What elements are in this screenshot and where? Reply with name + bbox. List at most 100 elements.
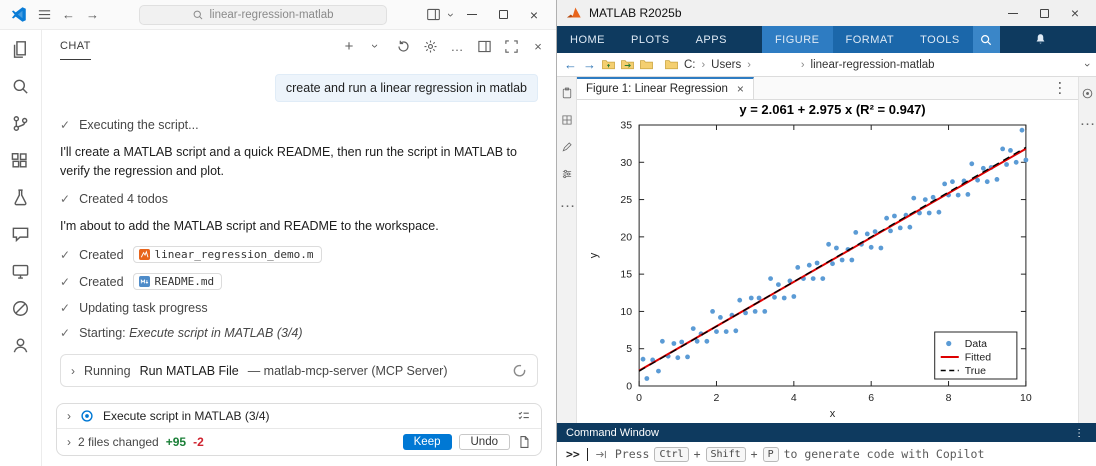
todo-label: Execute script in MATLAB (3/4) (103, 409, 270, 423)
testing-icon[interactable] (10, 186, 32, 208)
explorer-icon[interactable] (10, 38, 32, 60)
keep-button[interactable]: Keep (402, 434, 452, 450)
folder-up-icon[interactable] (621, 59, 634, 70)
chevron-right-icon[interactable]: › (67, 435, 71, 449)
tab-home[interactable]: HOME (570, 33, 605, 46)
tool-call-server: — matlab-mcp-server (MCP Server) (247, 363, 448, 378)
notifications-bell-icon[interactable] (1026, 26, 1056, 53)
tab-plots[interactable]: PLOTS (631, 33, 670, 46)
tab-format[interactable]: FORMAT (845, 33, 895, 46)
search-sidebar-icon[interactable] (10, 75, 32, 97)
close-button[interactable]: × (1070, 5, 1080, 21)
copilot-chat-icon[interactable] (10, 223, 32, 245)
remote-explorer-icon[interactable] (10, 260, 32, 282)
svg-text:15: 15 (620, 269, 632, 281)
mcp-tool-call[interactable]: › Running Run MATLAB File — matlab-mcp-s… (60, 354, 538, 388)
extensions-icon[interactable] (10, 149, 32, 171)
check-icon: ✓ (60, 326, 71, 341)
svg-text:y = 2.061 + 2.975 x (R² = 0: y = 2.061 + 2.975 x (R² = 0.947) (739, 102, 925, 117)
markdown-file-icon (138, 276, 150, 288)
plot-edit-icon[interactable] (560, 140, 574, 154)
progress-step: ✓ Updating task progress (60, 301, 538, 315)
path-dropdown-icon[interactable]: › (1081, 62, 1094, 67)
blocked-extensions-icon[interactable] (10, 297, 32, 319)
folder-back-button[interactable]: ← (564, 57, 577, 72)
view-changes-icon[interactable] (517, 435, 531, 449)
breadcrumb-segment[interactable]: C: (684, 58, 696, 71)
tab-figure-1[interactable]: Figure 1: Linear Regression × (577, 77, 754, 99)
browse-folder-icon[interactable] (640, 59, 653, 70)
toolstrip-search-icon[interactable] (972, 26, 1000, 53)
new-folder-icon[interactable] (602, 59, 615, 70)
back-button[interactable]: ← (62, 7, 75, 22)
progress-step: ✓ Starting: Execute script in MATLAB (3/… (60, 326, 538, 340)
spinner-icon (512, 363, 527, 378)
tool-call-name: Run MATLAB File (139, 363, 239, 378)
layout-grid-icon[interactable] (560, 113, 574, 127)
layout-toggle-icon[interactable] (424, 6, 442, 24)
svg-text:Data: Data (965, 338, 987, 350)
command-line[interactable]: >> Press Ctrl + Shift + P to generate co… (557, 442, 1096, 466)
figure-more-icon[interactable]: … (1055, 80, 1072, 96)
svg-text:True: True (965, 365, 986, 377)
split-editor-icon[interactable] (476, 38, 492, 54)
gear-icon[interactable] (422, 38, 438, 54)
command-window-menu-icon[interactable]: … (1075, 427, 1088, 438)
undo-button[interactable]: Undo (458, 434, 510, 450)
svg-text:25: 25 (620, 194, 632, 206)
source-control-icon[interactable] (10, 112, 32, 134)
search-icon (192, 9, 204, 21)
matlab-window-title: MATLAB R2025b (589, 6, 682, 20)
menu-icon[interactable] (35, 6, 53, 24)
close-button[interactable]: × (529, 6, 539, 23)
svg-text:10: 10 (620, 306, 632, 318)
more-tools-icon[interactable]: … (559, 194, 576, 211)
property-inspector-icon[interactable] (560, 167, 574, 181)
chevron-right-icon: › (71, 363, 75, 378)
breadcrumb-segment[interactable]: Users (711, 58, 742, 71)
file-chip[interactable]: README.md (132, 273, 223, 291)
maximize-button[interactable] (491, 10, 515, 19)
check-icon: ✓ (60, 118, 71, 132)
file-chip[interactable]: linear_regression_demo.m (132, 246, 322, 264)
tab-tools[interactable]: TOOLS (920, 33, 960, 46)
breadcrumb-segment[interactable]: linear-regression-matlab (810, 58, 935, 71)
chevron-down-icon[interactable]: › (444, 12, 458, 17)
assistant-circle-icon[interactable] (1081, 87, 1094, 100)
tab-apps[interactable]: APPS (695, 33, 727, 46)
svg-text:4: 4 (791, 392, 797, 404)
minimize-button[interactable] (1001, 12, 1025, 14)
file-name: linear_regression_demo.m (154, 248, 314, 262)
close-figure-icon[interactable]: × (736, 82, 744, 96)
new-chat-dropdown-icon[interactable]: › (368, 43, 384, 49)
command-window-header[interactable]: Command Window … (557, 423, 1096, 442)
more-actions-icon[interactable]: … (450, 38, 464, 54)
svg-text:30: 30 (620, 157, 632, 169)
tab-chat[interactable]: CHAT (60, 32, 91, 60)
check-icon: ✓ (60, 274, 71, 289)
checklist-icon[interactable] (517, 409, 531, 423)
svg-text:5: 5 (626, 343, 632, 355)
maximize-panel-icon[interactable] (503, 38, 519, 54)
figure-canvas[interactable]: 0 2 4 6 8 10 0 5 10 15 20 25 30 35 y = 2.061 + 2.975 x… (577, 100, 1078, 423)
new-chat-button[interactable]: + (344, 38, 354, 55)
forward-button[interactable]: → (86, 7, 99, 22)
matlab-window: MATLAB R2025b × HOME PLOTS APPS FIGURE F… (557, 0, 1096, 466)
maximize-button[interactable] (1032, 8, 1056, 18)
tab-figure[interactable]: FIGURE (761, 26, 833, 53)
more-panels-icon[interactable]: … (1079, 112, 1096, 129)
clipboard-icon[interactable] (560, 86, 574, 100)
folder-forward-button[interactable]: → (583, 57, 596, 72)
account-icon[interactable] (10, 334, 32, 356)
step-text: Updating task progress (79, 301, 208, 316)
svg-text:2: 2 (714, 392, 720, 404)
command-prompt: >> (566, 447, 580, 461)
matlab-file-icon (138, 249, 150, 261)
close-panel-icon[interactable]: × (534, 38, 542, 54)
todo-list-row[interactable]: › Execute script in MATLAB (3/4) (57, 404, 541, 429)
figure-tab-label: Figure 1: Linear Regression (586, 83, 728, 95)
lines-added: +95 (165, 435, 187, 449)
chat-history-icon[interactable] (395, 38, 411, 54)
minimize-button[interactable] (460, 14, 484, 15)
search-box[interactable]: linear-regression-matlab (138, 4, 387, 25)
